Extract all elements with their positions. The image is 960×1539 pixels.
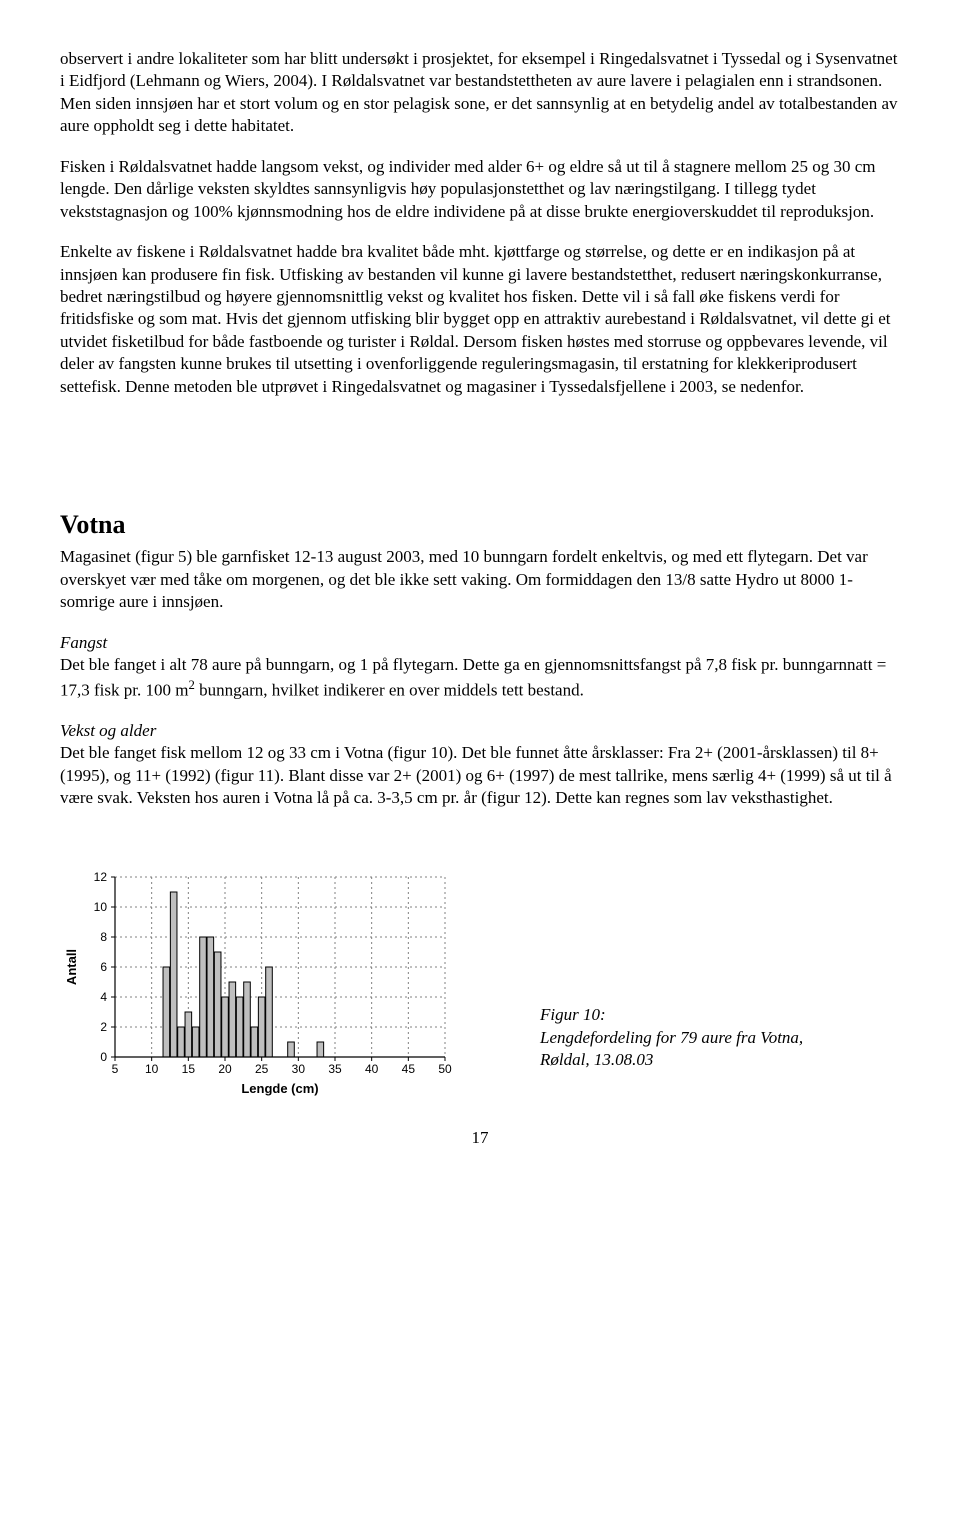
svg-text:35: 35 — [328, 1062, 342, 1076]
svg-text:Lengde (cm): Lengde (cm) — [241, 1081, 318, 1096]
body-paragraph: Magasinet (figur 5) ble garnfisket 12-13… — [60, 546, 900, 613]
caption-line: Figur 10: — [540, 1005, 606, 1024]
svg-text:25: 25 — [255, 1062, 269, 1076]
subheading-fangst: Fangst — [60, 632, 900, 654]
svg-text:12: 12 — [94, 870, 108, 884]
body-paragraph: Fisken i Røldalsvatnet hadde langsom vek… — [60, 156, 900, 223]
svg-text:5: 5 — [112, 1062, 119, 1076]
page-number: 17 — [60, 1127, 900, 1149]
svg-text:10: 10 — [94, 900, 108, 914]
svg-text:2: 2 — [100, 1020, 107, 1034]
body-paragraph: Det ble fanget fisk mellom 12 og 33 cm i… — [60, 742, 900, 809]
figure-caption: Figur 10: Lengdefordeling for 79 aure fr… — [540, 1004, 803, 1071]
svg-text:15: 15 — [182, 1062, 196, 1076]
length-distribution-chart: 0 2 4 6 8 10 12 5 10 15 20 25 30 35 40 45 50 Lengde (cm) A… — [60, 869, 480, 1099]
svg-text:40: 40 — [365, 1062, 379, 1076]
svg-text:6: 6 — [100, 960, 107, 974]
svg-text:Antall: Antall — [64, 949, 79, 985]
svg-text:20: 20 — [218, 1062, 232, 1076]
section-title-votna: Votna — [60, 508, 900, 542]
caption-line: Lengdefordeling for 79 aure fra Votna, — [540, 1028, 803, 1047]
body-paragraph: Enkelte av fiskene i Røldalsvatnet hadde… — [60, 241, 900, 398]
body-paragraph: observert i andre lokaliteter som har bl… — [60, 48, 900, 138]
svg-text:50: 50 — [438, 1062, 452, 1076]
svg-text:10: 10 — [145, 1062, 159, 1076]
svg-text:4: 4 — [100, 990, 107, 1004]
svg-text:30: 30 — [292, 1062, 306, 1076]
svg-text:0: 0 — [100, 1050, 107, 1064]
body-paragraph: Det ble fanget i alt 78 aure på bunngarn… — [60, 654, 900, 702]
caption-line: Røldal, 13.08.03 — [540, 1050, 653, 1069]
svg-text:8: 8 — [100, 930, 107, 944]
subheading-vekst: Vekst og alder — [60, 720, 900, 742]
svg-text:45: 45 — [402, 1062, 416, 1076]
text: bunngarn, hvilket indikerer en over midd… — [195, 680, 584, 699]
